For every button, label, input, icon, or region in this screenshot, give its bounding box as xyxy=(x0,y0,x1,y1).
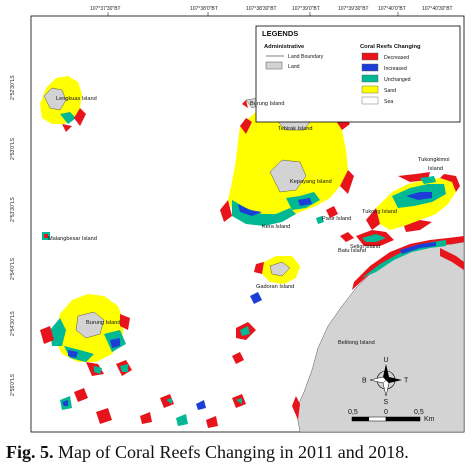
label-tukongkimoi-2: Island xyxy=(428,166,443,172)
island-labels: Lengkuas Island Burung Island Tebirak Is… xyxy=(48,96,450,346)
label-kepayang: Kepayang Island xyxy=(290,179,332,185)
scale-label-right: 0,5 xyxy=(414,409,424,416)
label-malangbesar: Malangbesar Island xyxy=(48,236,97,242)
top-coordinate-ticks: 107°37'30"BT 107°38'0"BT 107°38'30"BT 10… xyxy=(90,6,453,16)
label-lengkuas: Lengkuas Island xyxy=(56,96,97,102)
label-pasir: Pasir Island xyxy=(322,216,351,222)
malangbesar-island xyxy=(42,232,50,240)
scale-bar: 0,5 0 0,5 Km xyxy=(348,409,435,423)
top-tick-1: 107°37'30"BT xyxy=(90,6,121,12)
legend-sand: Sand xyxy=(384,88,396,94)
compass-east: T xyxy=(404,378,409,385)
north-arrow: U S T B xyxy=(362,357,409,406)
legend-coral-heading: Coral Reefs Changing xyxy=(360,44,421,50)
burung-island xyxy=(40,294,246,428)
top-tick-2: 107°38'0"BT xyxy=(190,6,218,12)
label-gadoran: Gadoran Island xyxy=(256,284,294,290)
gadoran-area xyxy=(232,256,300,364)
compass-north: U xyxy=(384,357,389,364)
left-coordinate-ticks: 2°52'30"LS 2°53'0"LS 2°53'30"LS 2°54'0"L… xyxy=(10,75,16,396)
left-tick-1: 2°52'30"LS xyxy=(10,75,16,100)
scale-unit: Km xyxy=(424,416,435,423)
left-tick-4: 2°54'0"LS xyxy=(10,257,16,280)
lengkuas-island xyxy=(40,76,86,132)
label-tukong: Tukong Island xyxy=(362,209,397,215)
legend-unchanged: Unchanged xyxy=(384,77,411,83)
legend-land-boundary: Land Boundary xyxy=(288,54,324,60)
figure-caption-text: Map of Coral Reefs Changing in 2011 and … xyxy=(58,442,409,462)
top-tick-7: 107°40'30"BT xyxy=(422,6,453,12)
left-tick-2: 2°53'0"LS xyxy=(10,137,16,160)
legend-sea: Sea xyxy=(384,99,393,105)
compass-south: S xyxy=(384,399,389,406)
label-seligi: Seligi Island xyxy=(350,244,380,250)
map-legend: LEGENDS Administrative Land Boundary Lan… xyxy=(255,25,461,123)
figure-caption: Fig. 5. Map of Coral Reefs Changing in 2… xyxy=(6,442,470,463)
legend-decreased: Decreased xyxy=(384,55,409,61)
left-tick-5: 2°54'30"LS xyxy=(10,311,16,336)
east-reef-complex xyxy=(340,172,460,246)
compass-west: B xyxy=(362,378,367,385)
legend-administrative-heading: Administrative xyxy=(264,44,305,50)
legend-increased: Increased xyxy=(384,66,407,72)
scale-label-left: 0,5 xyxy=(348,409,358,416)
label-kera: Kera Island xyxy=(262,224,290,230)
legend-title: LEGENDS xyxy=(262,29,298,38)
left-tick-6: 2°55'0"LS xyxy=(10,373,16,396)
top-tick-4: 107°39'0"BT xyxy=(292,6,320,12)
figure-label: Fig. 5. xyxy=(6,442,54,462)
coral-reef-map: 107°37'30"BT 107°38'0"BT 107°38'30"BT 10… xyxy=(10,6,465,433)
central-islets xyxy=(316,206,338,224)
legend-land: Land xyxy=(288,64,300,70)
label-tebirak: Tebirak Island xyxy=(278,126,313,132)
left-tick-3: 2°53'30"LS xyxy=(10,197,16,222)
top-tick-3: 107°38'30"BT xyxy=(246,6,277,12)
label-tukongkimoi-1: Tukongkimoi xyxy=(418,157,450,163)
top-tick-6: 107°40'0"BT xyxy=(378,6,406,12)
label-belitong: Belitong Island xyxy=(338,340,375,346)
top-tick-5: 107°39'30"BT xyxy=(338,6,369,12)
belitong-island xyxy=(292,236,465,433)
scale-label-mid: 0 xyxy=(384,409,388,416)
label-burung: Burung Island xyxy=(86,320,121,326)
label-batu: Batu Island xyxy=(338,248,366,254)
label-burung-top: Burung Island xyxy=(250,101,285,107)
